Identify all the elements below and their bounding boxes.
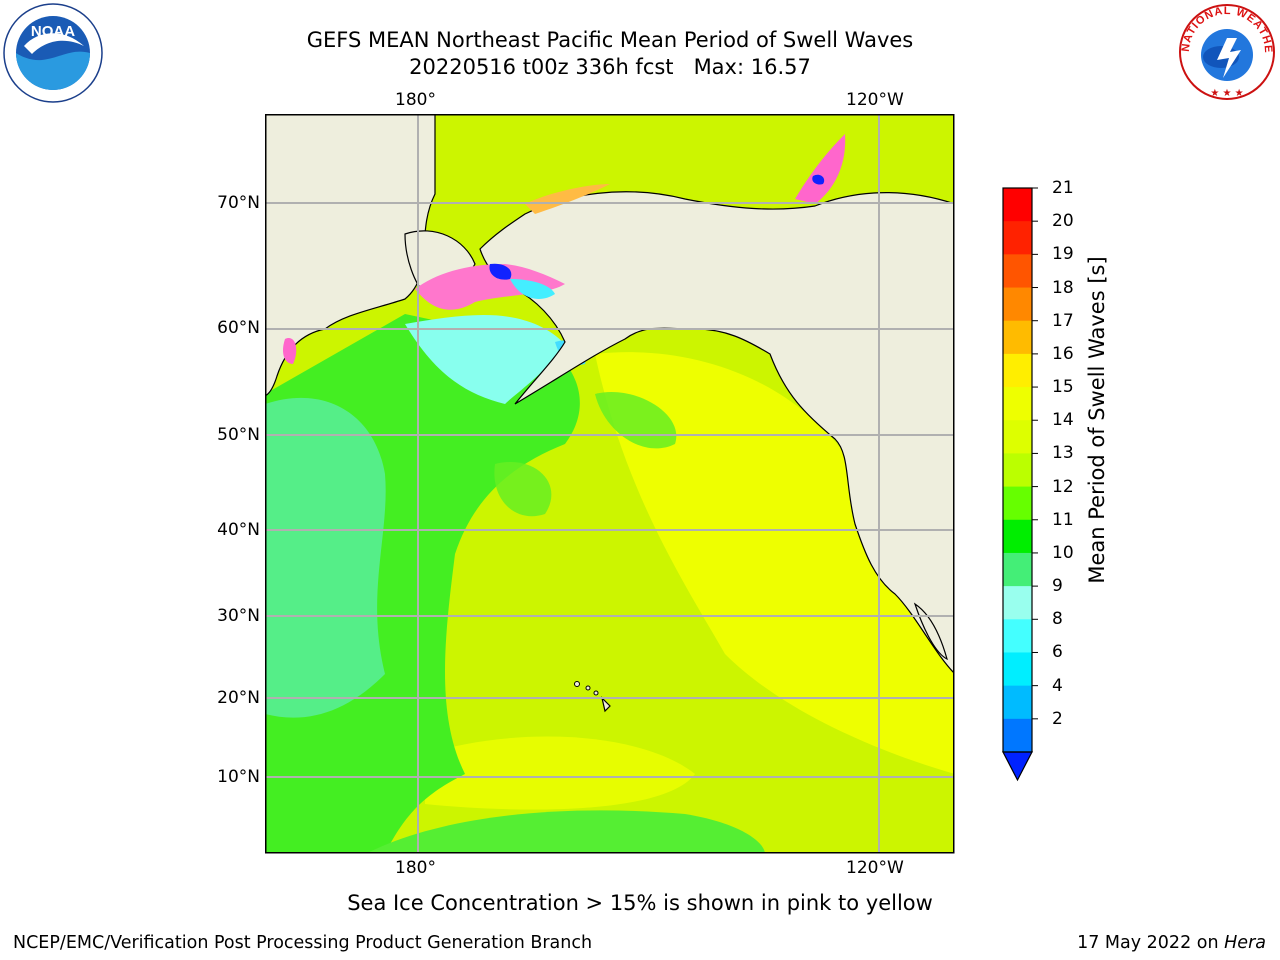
colorbar-tick-label: 12 bbox=[1052, 476, 1074, 497]
land-north-america bbox=[479, 191, 954, 674]
lat-label-60n: 60°N bbox=[217, 318, 260, 338]
colorbar-tick-label: 21 bbox=[1052, 178, 1074, 198]
sea-ice-beaufort bbox=[795, 134, 846, 204]
nws-logo: NATIONAL WEATHER SERVICE ★ ★ ★ bbox=[1177, 2, 1275, 100]
noaa-logo: NOAA bbox=[3, 3, 103, 103]
footer-host: Hera bbox=[1224, 933, 1266, 953]
lat-label-10n: 10°N bbox=[217, 767, 260, 787]
ocean-green-patch bbox=[494, 462, 552, 517]
colorbar-cell bbox=[1003, 254, 1032, 289]
ocean-green-south bbox=[367, 810, 765, 853]
colorbar-cell bbox=[1003, 619, 1032, 653]
colorbar-tick-label: 6 bbox=[1052, 642, 1063, 663]
ocean-cyan-zone bbox=[405, 315, 565, 404]
colorbar-tick-label: 2 bbox=[1052, 708, 1063, 729]
lat-label-30n: 30°N bbox=[217, 606, 260, 626]
colorbar-cell bbox=[1003, 552, 1032, 587]
colorbar-frame bbox=[1002, 187, 1033, 753]
land-hawaii-island bbox=[585, 685, 591, 691]
ocean-yellow-zone-south bbox=[425, 736, 695, 810]
land-hawaii-island bbox=[574, 681, 580, 687]
lat-label-50n: 50°N bbox=[217, 425, 260, 445]
colorbar-tick-label: 17 bbox=[1052, 310, 1074, 331]
footer-date-text: 17 May 2022 on bbox=[1077, 933, 1225, 953]
sea-ice-beaufort-core bbox=[812, 174, 825, 185]
colorbar-cell bbox=[1003, 718, 1032, 753]
footer-date: 17 May 2022 on Hera bbox=[1077, 932, 1266, 954]
lon-label-bottom-120w: 120°W bbox=[846, 858, 904, 878]
lon-label-bottom-180: 180° bbox=[395, 858, 436, 878]
svg-text:★ ★ ★: ★ ★ ★ bbox=[1210, 88, 1243, 99]
colorbar bbox=[1002, 187, 1038, 782]
colorbar-tick-label: 16 bbox=[1052, 343, 1074, 364]
colorbar-tick-label: 20 bbox=[1052, 211, 1074, 232]
colorbar-cell bbox=[1003, 420, 1032, 454]
land-hawaii-island bbox=[593, 690, 599, 696]
sea-ice-bering bbox=[415, 264, 565, 310]
colorbar-label: Mean Period of Swell Waves [s] bbox=[1085, 256, 1109, 584]
colorbar-tick-label: 19 bbox=[1052, 244, 1074, 265]
lat-label-20n: 20°N bbox=[217, 688, 260, 708]
colorbar-cell bbox=[1003, 353, 1032, 388]
swell-period-map bbox=[265, 114, 955, 854]
colorbar-cell bbox=[1003, 221, 1032, 255]
colorbar-cell bbox=[1003, 453, 1032, 488]
sea-ice-chukchi bbox=[525, 184, 610, 214]
colorbar-cell bbox=[1003, 685, 1032, 720]
colorbar-tick-label: 4 bbox=[1052, 675, 1063, 696]
lat-label-40n: 40°N bbox=[217, 520, 260, 540]
footer-credit: NCEP/EMC/Verification Post Processing Pr… bbox=[13, 933, 593, 953]
noaa-logo-text: NOAA bbox=[31, 23, 75, 40]
sea-ice-note: Sea Ice Concentration > 15% is shown in … bbox=[347, 891, 933, 915]
colorbar-cell bbox=[1003, 486, 1032, 521]
colorbar-tick-label: 15 bbox=[1052, 377, 1074, 398]
lat-label-70n: 70°N bbox=[217, 193, 260, 213]
colorbar-extend-triangle bbox=[1002, 751, 1033, 782]
ocean-teal-zone bbox=[265, 397, 386, 718]
chart-title: GEFS MEAN Northeast Pacific Mean Period … bbox=[306, 28, 914, 52]
colorbar-tick-label: 18 bbox=[1052, 277, 1074, 298]
map-frame bbox=[265, 114, 955, 854]
colorbar-cell bbox=[1003, 387, 1032, 421]
lon-label-top-120w: 120°W bbox=[846, 90, 904, 110]
colorbar-tick-label: 10 bbox=[1052, 542, 1074, 563]
graticule bbox=[265, 114, 954, 853]
colorbar-tick-label: 11 bbox=[1052, 509, 1074, 530]
sea-ice-bering-cyan bbox=[510, 279, 555, 299]
colorbar-tick-label: 14 bbox=[1052, 410, 1074, 431]
land-hawaii bbox=[600, 696, 611, 713]
lon-label-top-180: 180° bbox=[395, 90, 436, 110]
colorbar-cell bbox=[1003, 287, 1032, 322]
colorbar-cell bbox=[1003, 586, 1032, 620]
colorbar-cell bbox=[1003, 320, 1032, 355]
ocean-yellow-zone bbox=[595, 352, 954, 774]
colorbar-tick-label: 8 bbox=[1052, 609, 1063, 630]
sea-ice-bering-core bbox=[489, 263, 512, 280]
colorbar-cell bbox=[1003, 519, 1032, 554]
colorbar-cell bbox=[1003, 652, 1032, 687]
colorbar-tick-label: 9 bbox=[1052, 576, 1063, 597]
colorbar-cell bbox=[1003, 188, 1032, 222]
sea-ice-kamchatka bbox=[282, 338, 297, 364]
chart-subtitle: 20220516 t00z 336h fcst Max: 16.57 bbox=[409, 55, 811, 79]
colorbar-tick-label: 13 bbox=[1052, 443, 1074, 464]
